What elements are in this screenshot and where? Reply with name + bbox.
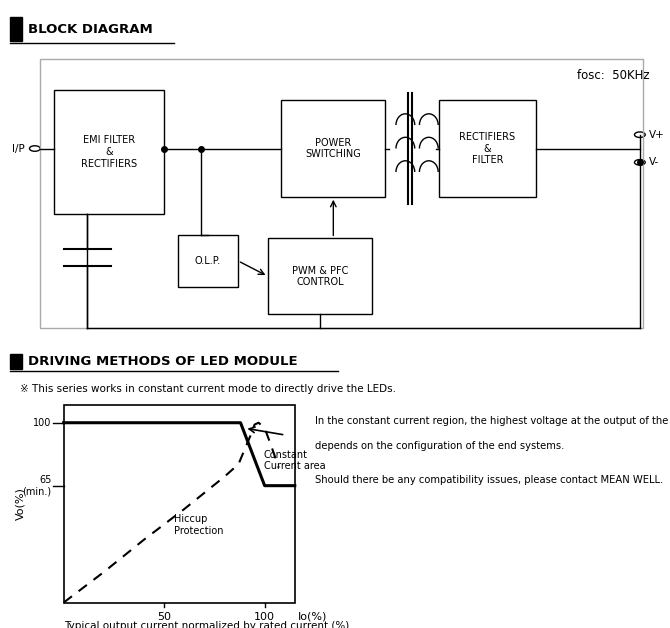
Text: POWER
SWITCHING: POWER SWITCHING [306, 138, 361, 160]
FancyBboxPatch shape [178, 235, 238, 286]
Text: I/P: I/P [12, 144, 25, 153]
Text: PWM & PFC
CONTROL: PWM & PFC CONTROL [291, 266, 348, 287]
Text: depends on the configuration of the end systems.: depends on the configuration of the end … [315, 441, 564, 452]
Text: 65
(min.): 65 (min.) [23, 475, 52, 497]
Text: Vo(%): Vo(%) [15, 487, 25, 520]
FancyBboxPatch shape [268, 238, 372, 314]
Text: V-: V- [649, 158, 659, 167]
FancyBboxPatch shape [281, 100, 385, 197]
Text: Io(%): Io(%) [298, 612, 328, 622]
Text: Should there be any compatibility issues, please contact MEAN WELL.: Should there be any compatibility issues… [315, 475, 663, 485]
Bar [10, 17, 22, 41]
Text: O.L.P.: O.L.P. [194, 256, 221, 266]
Text: 100: 100 [254, 612, 275, 622]
Text: 100: 100 [34, 418, 52, 428]
Text: EMI FILTER
&
RECTIFIERS: EMI FILTER & RECTIFIERS [81, 136, 137, 168]
Text: fosc:  50KHz: fosc: 50KHz [578, 69, 650, 82]
Text: ※ This series works in constant current mode to directly drive the LEDs.: ※ This series works in constant current … [20, 384, 396, 394]
FancyBboxPatch shape [54, 90, 164, 214]
Text: RECTIFIERS
&
FILTER: RECTIFIERS & FILTER [460, 132, 515, 165]
Text: BLOCK DIAGRAM: BLOCK DIAGRAM [28, 23, 153, 36]
Text: V+: V+ [649, 130, 665, 139]
FancyBboxPatch shape [439, 100, 536, 197]
Text: Typical output current normalized by rated current (%): Typical output current normalized by rat… [64, 621, 349, 628]
FancyBboxPatch shape [64, 405, 295, 603]
Bar [10, 354, 22, 369]
Text: Constant
Current area: Constant Current area [264, 450, 326, 471]
Text: 50: 50 [157, 612, 171, 622]
Text: In the constant current region, the highest voltage at the output of the driver: In the constant current region, the high… [315, 416, 670, 426]
Text: Hiccup
Protection: Hiccup Protection [174, 514, 224, 536]
Text: DRIVING METHODS OF LED MODULE: DRIVING METHODS OF LED MODULE [28, 355, 297, 368]
